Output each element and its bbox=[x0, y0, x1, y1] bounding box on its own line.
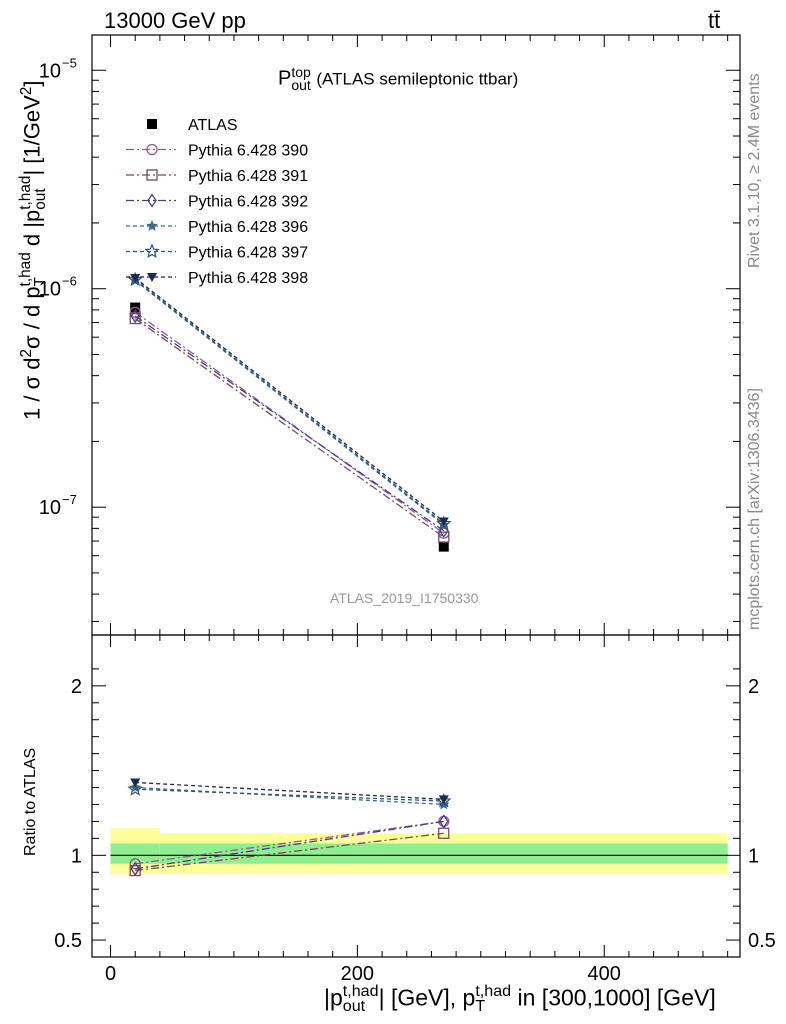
x-axis-label: |p t,had out | [GeV], p t,had T in [300,1000]… bbox=[324, 982, 716, 1016]
ratio-line-pythia-6-428-396 bbox=[135, 786, 444, 806]
rivet-label: Rivet 3.1.10, ≥ 2.4M events bbox=[746, 73, 763, 268]
ratio-line-pythia-6-428-397 bbox=[135, 788, 444, 802]
series-line-pythia-6-428-392 bbox=[134, 315, 445, 532]
plot-title-sup: top bbox=[291, 64, 311, 80]
legend-marker-pythia-6-428-398 bbox=[147, 273, 157, 282]
ratio-line-pythia-6-428-391 bbox=[135, 832, 444, 872]
header-right: tt̄ bbox=[708, 8, 721, 33]
y-tick-exponent: −6 bbox=[62, 274, 77, 289]
y-tick-label-ratio-right: 1 bbox=[748, 845, 759, 867]
ratio-plot-frame bbox=[91, 634, 741, 958]
plot-title-symbol: P bbox=[278, 67, 292, 90]
ratio-line-pythia-6-428-398 bbox=[135, 781, 444, 801]
ratio-ylabel: Ratio to ATLAS bbox=[22, 747, 39, 856]
band-inner bbox=[159, 843, 728, 864]
ratio-axes: 0 200 400 0.5 0.5 1 1 2 2 bbox=[54, 635, 776, 985]
legend-marker-pythia-6-428-391 bbox=[146, 169, 158, 181]
y-tick-label-ratio: 2 bbox=[71, 676, 82, 698]
analysis-watermark: ATLAS_2019_I1750330 bbox=[330, 590, 479, 606]
legend-marker-pythia-6-428-390 bbox=[146, 143, 158, 156]
header-left: 13000 GeV pp bbox=[104, 8, 246, 33]
legend-label-pythia-6-428-396: Pythia 6.428 396 bbox=[188, 219, 308, 236]
point-pythia-6-428-390 bbox=[129, 306, 141, 318]
ratio-point-pythia-6-428-392 bbox=[130, 861, 140, 877]
point-pythia-6-428-397 bbox=[436, 515, 452, 531]
legend-marker-pythia-6-428-396 bbox=[146, 220, 158, 231]
series-line-pythia-6-428-397 bbox=[134, 279, 445, 525]
y-tick-label-main: 10 bbox=[39, 497, 61, 519]
series-line-pythia-6-428-391 bbox=[134, 318, 445, 538]
mcplots-label: mcplots.cern.ch [arXiv:1306.3436] bbox=[746, 388, 763, 630]
main-axes: 10−710−610−5 bbox=[39, 35, 740, 635]
y-tick-label-main: 10 bbox=[39, 279, 61, 301]
y-tick-exponent: −5 bbox=[62, 55, 77, 70]
legend-label-pythia-6-428-390: Pythia 6.428 390 bbox=[188, 143, 308, 160]
ratio-line-pythia-6-428-392 bbox=[135, 820, 444, 870]
y-tick-label-ratio-right: 2 bbox=[748, 676, 759, 698]
ratio-series bbox=[127, 778, 452, 877]
legend-marker-pythia-6-428-392 bbox=[147, 193, 157, 208]
y-tick-label-main: 10 bbox=[39, 60, 61, 82]
point-pythia-6-428-391 bbox=[129, 312, 141, 325]
y-tick-label-ratio: 1 bbox=[71, 845, 82, 867]
legend-marker-pythia-6-428-397 bbox=[144, 243, 160, 259]
legend-label-pythia-6-428-398: Pythia 6.428 398 bbox=[188, 270, 308, 287]
x-tick-label: 400 bbox=[588, 963, 621, 985]
ratio-point-pythia-6-428-398 bbox=[438, 795, 449, 805]
x-tick-label: 200 bbox=[341, 963, 374, 985]
legend-label-pythia-6-428-391: Pythia 6.428 391 bbox=[188, 168, 308, 185]
legend-label-pythia-6-428-392: Pythia 6.428 392 bbox=[188, 194, 308, 211]
ratio-line-pythia-6-428-390 bbox=[135, 820, 444, 865]
point-pythia-6-428-392 bbox=[130, 308, 140, 324]
point-pythia-6-428-391 bbox=[438, 531, 450, 543]
point-pythia-6-428-398 bbox=[438, 517, 449, 527]
band-inner bbox=[110, 843, 160, 864]
plot-title-sub: out bbox=[291, 77, 311, 94]
ratio-point-pythia-6-428-397 bbox=[127, 781, 143, 796]
legend-marker-atlas bbox=[147, 119, 157, 129]
legend-label-pythia-6-428-397: Pythia 6.428 397 bbox=[188, 245, 308, 262]
main-series bbox=[127, 271, 452, 552]
ratio-uncertainty-band bbox=[110, 828, 728, 874]
y-tick-label-ratio-right: 0.5 bbox=[748, 930, 776, 952]
y-tick-exponent: −7 bbox=[62, 492, 77, 507]
y-tick-label-ratio: 0.5 bbox=[54, 930, 82, 952]
legend: ATLAS Pythia 6.428 390 Pythia 6.428 391 Pyt… bbox=[126, 117, 308, 287]
series-line-pythia-6-428-390 bbox=[134, 311, 445, 534]
point-atlas bbox=[438, 541, 449, 552]
series-line-pythia-6-428-398 bbox=[134, 277, 445, 523]
series-line-pythia-6-428-396 bbox=[134, 280, 445, 526]
main-ylabel: 1 / σ d2σ / d p t,had T d |p t,had out | [1/G… bbox=[16, 80, 49, 420]
ratio-point-pythia-6-428-398 bbox=[130, 778, 141, 788]
plot-title-rest: (ATLAS semileptonic ttbar) bbox=[316, 69, 519, 89]
ratio-point-pythia-6-428-392 bbox=[438, 814, 449, 829]
x-tick-label: 0 bbox=[105, 963, 116, 985]
legend-label-atlas: ATLAS bbox=[188, 117, 238, 134]
point-pythia-6-428-398 bbox=[130, 273, 141, 283]
